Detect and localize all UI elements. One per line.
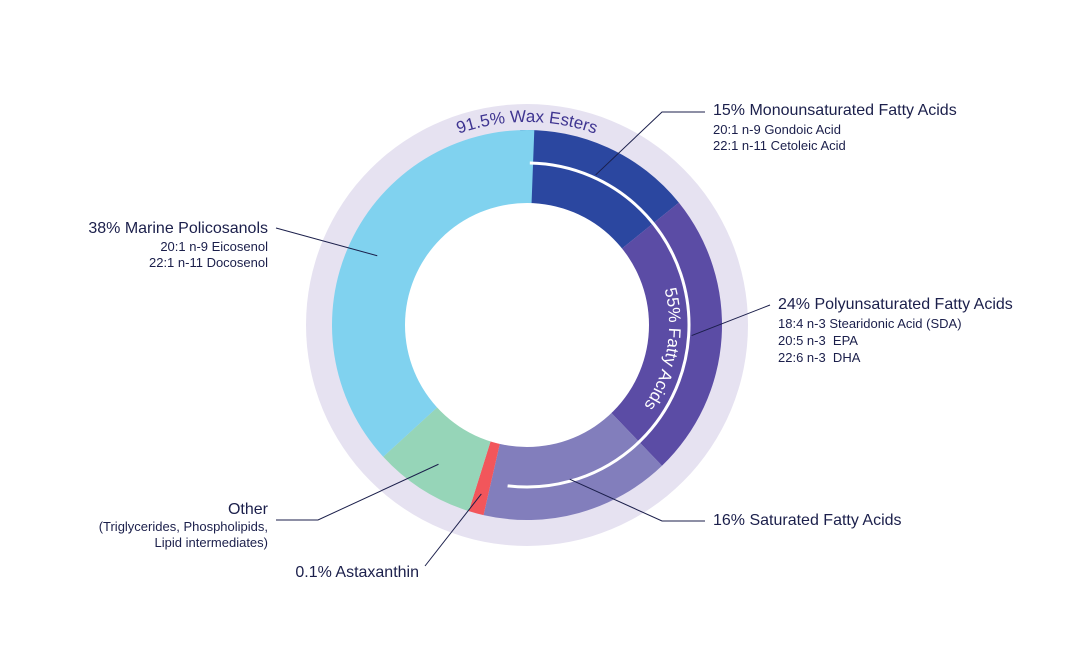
leader-pufa bbox=[691, 304, 771, 337]
label-astaxanthin-title: 0.1% Astaxanthin bbox=[295, 564, 419, 581]
label-mufa-title: 15% Monounsaturated Fatty Acids bbox=[713, 102, 957, 119]
label-mufa-detail: 20:1 n-9 Gondoic Acid bbox=[713, 122, 841, 137]
leader-other bbox=[276, 463, 439, 521]
label-policosanols-detail: 20:1 n-9 Eicosenol bbox=[160, 239, 268, 254]
slice-sfa bbox=[483, 411, 662, 520]
label-other: Other (Triglycerides, Phospholipids, Lip… bbox=[99, 501, 269, 550]
leader-sfa bbox=[569, 478, 705, 522]
label-pufa-detail: 20:5 n-3 EPA bbox=[778, 333, 858, 348]
slice-pufa bbox=[610, 202, 722, 466]
label-pufa-title: 24% Polyunsaturated Fatty Acids bbox=[778, 296, 1013, 313]
fatty-acids-arc bbox=[507, 161, 691, 489]
label-astaxanthin: 0.1% Astaxanthin bbox=[295, 564, 419, 581]
leader-lines bbox=[275, 111, 771, 567]
label-policosanols-detail: 22:1 n-11 Docosenol bbox=[149, 255, 268, 270]
label-pufa-detail: 22:6 n-3 DHA bbox=[778, 350, 861, 365]
label-policosanols: 38% Marine Policosanols 20:1 n-9 Eicosen… bbox=[88, 220, 268, 270]
label-pufa: 24% Polyunsaturated Fatty Acids 18:4 n-3… bbox=[778, 296, 1013, 365]
leader-mufa bbox=[595, 111, 705, 176]
label-mufa: 15% Monounsaturated Fatty Acids 20:1 n-9… bbox=[713, 102, 957, 153]
leader-policosanols bbox=[275, 227, 378, 257]
donut-hole bbox=[405, 203, 649, 447]
label-policosanols-title: 38% Marine Policosanols bbox=[88, 220, 268, 237]
label-sfa: 16% Saturated Fatty Acids bbox=[713, 512, 902, 529]
slice-mufa bbox=[520, 130, 679, 250]
label-mufa-detail: 22:1 n-11 Cetoleic Acid bbox=[713, 138, 846, 153]
leader-astaxanthin bbox=[424, 493, 482, 567]
label-other-detail: Lipid intermediates) bbox=[155, 535, 268, 550]
slice-astax bbox=[468, 439, 501, 516]
label-pufa-detail: 18:4 n-3 Stearidonic Acid (SDA) bbox=[778, 316, 962, 331]
label-other-detail: (Triglycerides, Phospholipids, bbox=[99, 519, 268, 534]
label-sfa-title: 16% Saturated Fatty Acids bbox=[713, 512, 902, 529]
label-other-title: Other bbox=[228, 501, 269, 518]
slice-other bbox=[383, 406, 492, 512]
